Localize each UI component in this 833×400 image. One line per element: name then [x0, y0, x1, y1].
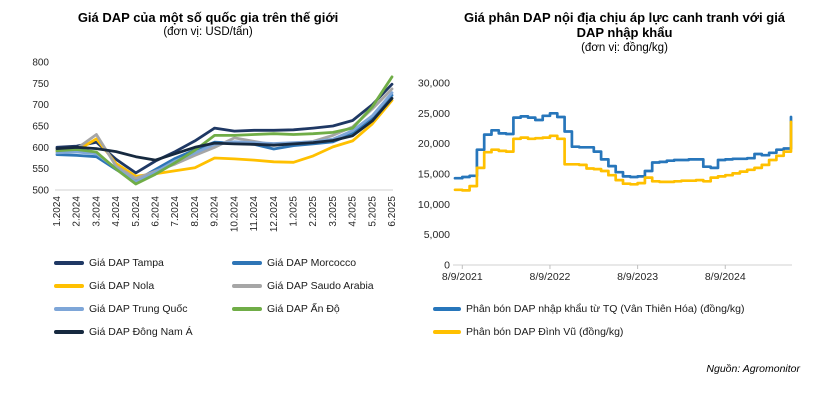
legend-label: Giá DAP Ấn Độ	[267, 303, 340, 315]
x-axis-tick-label: 11.2024	[249, 196, 260, 232]
x-axis-tick-label: 9.2024	[210, 196, 221, 227]
legend-label: Giá DAP Đông Nam Á	[89, 326, 193, 338]
x-axis-tick-label: 4.2024	[111, 196, 122, 227]
left-chart-legend: Giá DAP Tampa Giá DAP Morcocco Giá DAP Nol…	[54, 257, 374, 338]
source-credit: Nguồn: Agromonitor	[706, 363, 800, 375]
x-axis-tick-label: 12.2024	[269, 196, 280, 233]
series-line	[55, 99, 394, 178]
y-axis-tick-label: 800	[32, 58, 49, 69]
x-axis-tick-label: 1.2024	[52, 196, 63, 227]
legend-label: Phân bón DAP nhập khẩu từ TQ (Vân Thiên …	[466, 303, 745, 315]
legend-item: Phân bón DAP Đình Vũ (đồng/kg)	[433, 326, 744, 338]
legend-line-swatch	[54, 261, 84, 265]
legend-line-swatch	[232, 261, 262, 265]
left-chart-subtitle: (đơn vị: USD/tấn)	[163, 26, 253, 39]
y-axis-tick-label: 20,000	[418, 138, 450, 150]
y-axis-tick-label: 15,000	[418, 169, 450, 181]
series-line	[55, 96, 394, 162]
series-line	[55, 82, 394, 175]
legend-label: Phân bón DAP Đình Vũ (đồng/kg)	[466, 326, 624, 338]
series-line	[55, 87, 394, 180]
series-line	[55, 93, 394, 182]
x-axis-tick-label: 8/9/2022	[530, 271, 571, 283]
series-line	[453, 120, 793, 192]
left-chart-title: Giá DAP của một số quốc gia trên thế giớ…	[77, 10, 339, 25]
y-axis-tick-label: 650	[32, 122, 49, 133]
x-axis-tick-label: 3.2024	[91, 196, 102, 227]
right-chart-subtitle: (đơn vị: đồng/kg)	[581, 41, 668, 54]
x-axis-tick-label: 8/9/2023	[617, 271, 658, 283]
y-axis-tick-label: 0	[444, 260, 450, 272]
y-axis-tick-label: 25,000	[418, 108, 450, 120]
legend-line-swatch	[232, 307, 262, 311]
legend-item: Giá DAP Tampa	[54, 257, 232, 269]
y-axis-tick-label: 5,000	[424, 229, 450, 241]
legend-label: Giá DAP Morcocco	[267, 257, 357, 269]
series-line	[453, 111, 793, 180]
x-axis-tick-label: 7.2024	[170, 196, 181, 227]
x-axis-tick-label: 1.2025	[288, 196, 299, 227]
legend-item: Giá DAP Nola	[54, 280, 232, 292]
right-chart-title: Giá phân DAP nội địa chịu áp lực canh tr…	[463, 10, 786, 41]
x-axis-tick-label: 8/9/2021	[442, 271, 483, 283]
y-axis-tick-label: 10,000	[418, 199, 450, 211]
y-axis-tick-label: 500	[32, 186, 49, 197]
y-axis-tick-label: 700	[32, 100, 49, 111]
x-axis-tick-label: 5.2025	[367, 196, 378, 227]
legend-item: Giá DAP Trung Quốc	[54, 303, 232, 315]
y-axis-tick-label: 550	[32, 164, 49, 175]
legend-line-swatch	[433, 330, 461, 334]
legend-item: Giá DAP Đông Nam Á	[54, 326, 232, 338]
x-axis-tick-label: 6.2025	[387, 196, 398, 227]
legend-label: Giá DAP Tampa	[89, 257, 164, 269]
x-axis-tick-label: 8/9/2024	[705, 271, 746, 283]
world-dap-chart-panel: Giá DAP của một số quốc gia trên thế giớ…	[0, 0, 416, 400]
legend-item: Giá DAP Morcocco	[232, 257, 374, 269]
y-axis-tick-label: 30,000	[418, 78, 450, 90]
x-axis-tick-label: 2.2024	[72, 196, 83, 227]
legend-line-swatch	[433, 307, 461, 311]
x-axis-tick-label: 6.2024	[151, 196, 162, 227]
legend-line-swatch	[54, 330, 84, 334]
y-axis-tick-label: 750	[32, 79, 49, 90]
x-axis-tick-label: 8.2024	[190, 196, 201, 227]
legend-line-swatch	[232, 284, 262, 288]
legend-line-swatch	[54, 284, 84, 288]
x-axis-tick-label: 3.2025	[328, 196, 339, 227]
series-line	[55, 75, 394, 186]
x-axis-tick-label: 4.2025	[348, 196, 359, 227]
series-line	[55, 91, 394, 184]
legend-item: Giá DAP Ấn Độ	[232, 303, 374, 315]
domestic-dap-line-chart: 30,00025,00020,00015,00010,0005,00008/9/…	[418, 78, 793, 283]
x-axis-tick-label: 10.2024	[229, 196, 240, 233]
legend-item: Giá DAP Saudo Arabia	[232, 280, 374, 292]
y-axis-tick-label: 600	[32, 143, 49, 154]
x-axis-tick-label: 5.2024	[131, 196, 142, 227]
right-chart-legend: Phân bón DAP nhập khẩu từ TQ (Vân Thiên …	[433, 303, 744, 338]
legend-item: Phân bón DAP nhập khẩu từ TQ (Vân Thiên …	[433, 303, 744, 315]
legend-label: Giá DAP Nola	[89, 280, 155, 292]
legend-label: Giá DAP Trung Quốc	[89, 303, 188, 315]
x-axis-tick-label: 2.2025	[308, 196, 319, 227]
domestic-dap-chart-panel: Giá phân DAP nội địa chịu áp lực canh tr…	[416, 0, 833, 400]
legend-line-swatch	[54, 307, 84, 311]
legend-label: Giá DAP Saudo Arabia	[267, 280, 374, 292]
